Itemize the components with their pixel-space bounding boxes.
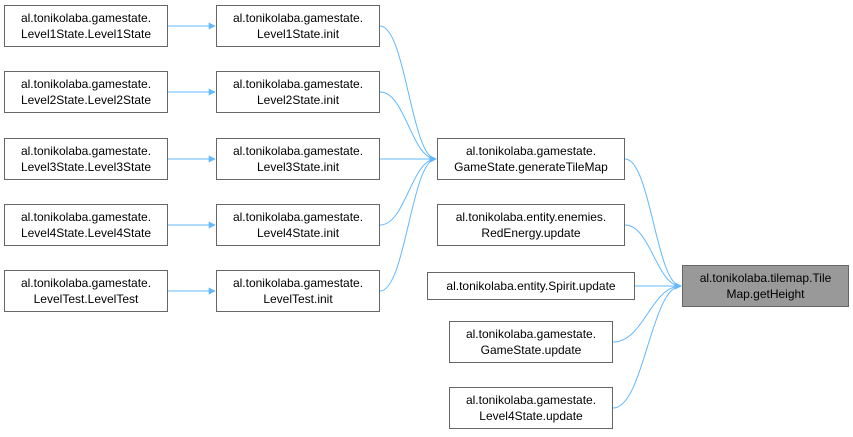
node-line-1: al.tonikolaba.gamestate.: [465, 327, 597, 341]
edge-layer: [168, 22, 682, 409]
node-line-2: Level4State.Level4State: [20, 226, 152, 240]
node-gamestate-update[interactable]: al.tonikolaba.gamestate. GameState.updat…: [449, 321, 613, 363]
node-line-1: al.tonikolaba.entity.enemies.: [455, 210, 607, 224]
node-line-2: RedEnergy.update: [481, 226, 581, 240]
node-line-2: Level4State.update: [479, 409, 583, 423]
edge-lt_init-to-gen_tile: [379, 155, 437, 292]
node-line-2: Level1State.Level1State: [20, 27, 152, 41]
node-line-1: al.tonikolaba.gamestate.: [20, 210, 152, 224]
node-line-2: Level3State.init: [256, 160, 340, 174]
edge-l4_init-to-gen_tile: [379, 155, 437, 226]
node-level1state-constructor[interactable]: al.tonikolaba.gamestate. Level1State.Lev…: [4, 5, 168, 47]
node-line-1: al.tonikolaba.gamestate.: [20, 144, 152, 158]
node-line-2: GameState.generateTileMap: [454, 160, 608, 174]
edge-l2_init-to-gen_tile: [379, 91, 437, 163]
node-line-1: al.tonikolaba.gamestate.: [232, 276, 364, 290]
node-level4state-update[interactable]: al.tonikolaba.gamestate. Level4State.upd…: [449, 387, 613, 429]
node-line-1: al.tonikolaba.gamestate.: [465, 144, 597, 158]
node-line-1: al.tonikolaba.gamestate.: [20, 77, 152, 91]
node-line-2: LevelTest.init: [263, 292, 333, 306]
node-line-1: al.tonikolaba.entity.Spirit.update: [446, 279, 616, 293]
node-line-2: Level4State.init: [256, 226, 340, 240]
node-line-2: Level3State.Level3State: [20, 160, 152, 174]
node-level4state-init[interactable]: al.tonikolaba.gamestate. Level4State.ini…: [216, 204, 380, 246]
node-level3state-init[interactable]: al.tonikolaba.gamestate. Level3State.ini…: [216, 138, 380, 180]
node-line-1: al.tonikolaba.tilemap.Tile: [699, 271, 832, 285]
node-leveltest-init[interactable]: al.tonikolaba.gamestate. LevelTest.init: [216, 270, 380, 312]
node-level2state-init[interactable]: al.tonikolaba.gamestate. Level2State.ini…: [216, 71, 380, 113]
node-line-1: al.tonikolaba.gamestate.: [232, 210, 364, 224]
node-line-2: LevelTest.LevelTest: [33, 292, 139, 306]
node-line-1: al.tonikolaba.gamestate.: [20, 11, 152, 25]
node-gamestate-generatetilemap[interactable]: al.tonikolaba.gamestate. GameState.gener…: [437, 138, 625, 180]
node-tilemap-getheight[interactable]: al.tonikolaba.tilemap.Tile Map.getHeight: [682, 265, 849, 307]
edge-l1_init-to-gen_tile: [379, 25, 437, 163]
node-line-2: Level2State.Level2State: [20, 93, 152, 107]
node-line-1: al.tonikolaba.gamestate.: [232, 77, 364, 91]
edge-red_energy-to-target: [624, 224, 682, 290]
node-line-2: Map.getHeight: [726, 287, 805, 301]
node-level3state-constructor[interactable]: al.tonikolaba.gamestate. Level3State.Lev…: [4, 138, 168, 180]
node-level1state-init[interactable]: al.tonikolaba.gamestate. Level1State.ini…: [216, 5, 380, 47]
node-line-2: Level1State.init: [256, 27, 340, 41]
node-line-2: GameState.update: [480, 343, 582, 357]
node-line-1: al.tonikolaba.gamestate.: [20, 276, 152, 290]
edge-gen_tile-to-target: [624, 158, 682, 290]
node-leveltest-constructor[interactable]: al.tonikolaba.gamestate. LevelTest.Level…: [4, 270, 168, 312]
edge-l4_update-to-target: [612, 282, 682, 409]
node-line-1: al.tonikolaba.gamestate.: [465, 393, 597, 407]
node-level2state-constructor[interactable]: al.tonikolaba.gamestate. Level2State.Lev…: [4, 71, 168, 113]
edge-gs_update-to-target: [612, 282, 682, 343]
node-redenergy-update[interactable]: al.tonikolaba.entity.enemies. RedEnergy.…: [437, 204, 625, 246]
node-line-2: Level2State.init: [256, 93, 340, 107]
node-line-1: al.tonikolaba.gamestate.: [232, 11, 364, 25]
node-spirit-update[interactable]: al.tonikolaba.entity.Spirit.update: [427, 272, 635, 300]
node-line-1: al.tonikolaba.gamestate.: [232, 144, 364, 158]
node-level4state-constructor[interactable]: al.tonikolaba.gamestate. Level4State.Lev…: [4, 204, 168, 246]
